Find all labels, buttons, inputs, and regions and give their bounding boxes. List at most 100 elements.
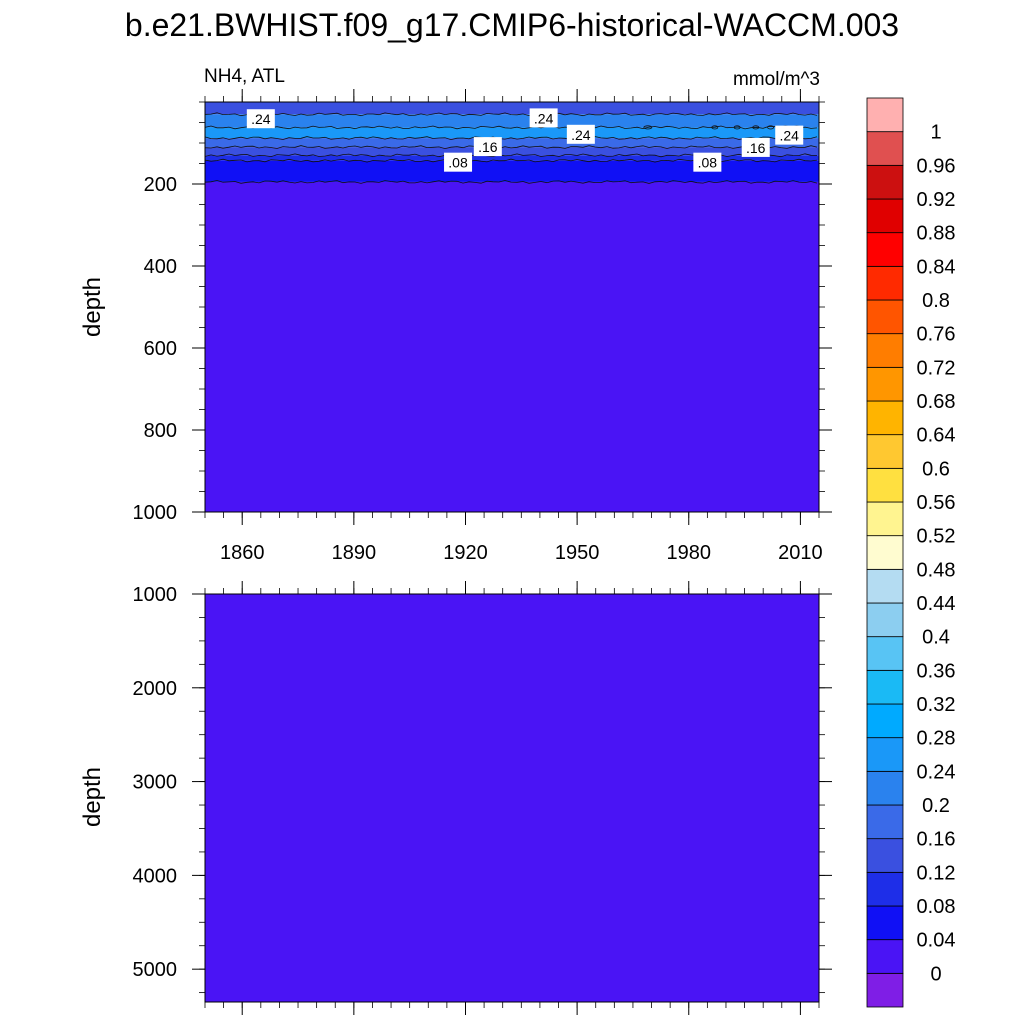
bottom-y-axis-label: depth — [79, 767, 106, 827]
units-label: mmol/m^3 — [733, 69, 820, 90]
top-contour-fills — [205, 102, 819, 512]
y-tick-label: 1000 — [133, 584, 178, 606]
colorbar-box-21 — [866, 265, 904, 301]
top-contour-labels: .24 .24 .24 .24 .16 .16 .08 .08 — [246, 108, 804, 172]
colorbar-box-0 — [866, 972, 904, 1008]
contour-band-0-6 — [205, 160, 819, 182]
y-tick-label: 600 — [144, 338, 177, 360]
bottom-plot-frame — [204, 593, 820, 1003]
colorbar-label: 0.4 — [922, 627, 950, 649]
colorbar-label: 0.28 — [917, 728, 956, 750]
contour-blob-2 — [733, 125, 741, 130]
colorbar-label: 0.08 — [917, 896, 956, 918]
colorbar-label: 0.36 — [917, 660, 956, 682]
x-tick-label: 2010 — [778, 542, 823, 564]
contour-blob-0 — [643, 125, 653, 130]
colorbar-label: 0.16 — [917, 829, 956, 851]
colorbar-box-22 — [866, 232, 904, 267]
colorbar-label: 0.84 — [917, 256, 956, 278]
contour-label: .24 — [571, 127, 591, 143]
colorbar-box-7 — [866, 737, 904, 772]
colorbar-label: 0.96 — [917, 155, 956, 177]
bottom-panel: 1000 2000 3000 4000 5000 depth — [79, 581, 832, 1015]
colorbar-box-25 — [866, 131, 904, 166]
colorbar-box-2 — [866, 905, 904, 941]
contour-label: .16 — [478, 139, 498, 155]
contour-band-0-0 — [205, 102, 819, 115]
colorbar-box-1 — [866, 939, 904, 974]
x-tick-label: 1890 — [332, 542, 377, 564]
contour-blob-3 — [752, 125, 760, 130]
colorbar-box-18 — [866, 366, 904, 402]
y-tick-label: 5000 — [133, 959, 178, 981]
contour-blob-1 — [711, 125, 719, 130]
colorbar-label: 0.64 — [917, 425, 956, 447]
colorbar-box-11 — [866, 602, 904, 638]
colorbar-label: 0.8 — [922, 290, 950, 312]
contour-blob-4 — [767, 125, 775, 130]
x-tick-label: 1980 — [667, 542, 712, 564]
colorbar-label: 0.48 — [917, 559, 956, 581]
colorbar-label: 1 — [930, 122, 941, 144]
colorbar-box-19 — [866, 333, 904, 368]
contour-band-0-1 — [205, 114, 819, 128]
colorbar-label: 0.76 — [917, 324, 956, 346]
colorbar-label: 0.44 — [917, 593, 956, 615]
colorbar-box-14 — [866, 501, 904, 537]
top-axis-ticks: 200 400 600 800 1000 1860 1890 1920 1950 1980 2010 — [133, 89, 832, 564]
colorbar-label: 0.2 — [922, 795, 950, 817]
y-tick-label: 3000 — [133, 772, 178, 794]
contour-label-bg — [693, 152, 722, 172]
top-panel: 200 400 600 800 1000 1860 1890 1920 1950 1980 2010… — [79, 66, 832, 564]
colorbar-box-3 — [866, 871, 904, 907]
colorbar-box-15 — [866, 467, 904, 503]
contour-label: .24 — [251, 111, 271, 127]
top-y-axis-label: depth — [79, 277, 106, 337]
colorbar-box-12 — [866, 568, 904, 604]
contour-line-2 — [204, 136, 818, 141]
x-tick-label: 1860 — [220, 542, 265, 564]
x-tick-label: 1920 — [443, 542, 488, 564]
bottom-contour-fills — [205, 594, 819, 1002]
colorbar-box-5 — [866, 804, 904, 840]
colorbar-box-4 — [866, 838, 904, 873]
chart-title: b.e21.BWHIST.f09_g17.CMIP6-historical-WA… — [125, 7, 899, 43]
colorbar-box-24 — [866, 164, 904, 200]
contour-label: .16 — [746, 140, 766, 156]
y-tick-label: 400 — [144, 256, 177, 278]
contour-label-bg — [246, 109, 275, 129]
contour-band-0-4 — [205, 147, 819, 156]
colorbar-label: 0.6 — [922, 458, 950, 480]
contour-band-0-7 — [205, 181, 819, 512]
colorbar-label: 0.68 — [917, 391, 956, 413]
contour-band-0-3 — [205, 138, 819, 148]
colorbar-label: 0.24 — [917, 761, 956, 783]
y-tick-label: 2000 — [133, 678, 178, 700]
contour-label-bg — [444, 152, 473, 172]
contour-band-0-5 — [205, 155, 819, 161]
y-tick-label: 1000 — [133, 502, 178, 524]
contour-label-bg — [473, 137, 502, 157]
colorbar-box-9 — [866, 669, 904, 705]
colorbar-box-26 — [866, 97, 904, 133]
x-tick-label: 1950 — [555, 542, 600, 564]
variable-label: NH4, ATL — [204, 66, 285, 87]
colorbar-label: 0.04 — [917, 930, 956, 952]
colorbar-label: 0.52 — [917, 526, 956, 548]
contour-label: .24 — [534, 110, 554, 126]
colorbar-label: 0.56 — [917, 492, 956, 514]
contour-label: .08 — [448, 155, 468, 171]
y-tick-label: 200 — [144, 174, 177, 196]
colorbar: 0 0.04 0.08 0.12 0.16 0.2 0.24 0.28 0.32 0.36 0.4 0… — [866, 97, 956, 1008]
contour-label-bg — [775, 125, 804, 145]
contour-line-3 — [204, 145, 818, 150]
colorbar-box-20 — [866, 299, 904, 335]
colorbar-label: 0.72 — [917, 357, 956, 379]
contour-band-0-2 — [205, 127, 819, 139]
colorbar-box-16 — [866, 434, 904, 469]
colorbar-label: 0 — [930, 963, 941, 985]
contour-label: .08 — [698, 155, 718, 171]
colorbar-box-8 — [866, 703, 904, 739]
contour-band-1-0 — [205, 594, 819, 1002]
y-tick-label: 4000 — [133, 865, 178, 887]
